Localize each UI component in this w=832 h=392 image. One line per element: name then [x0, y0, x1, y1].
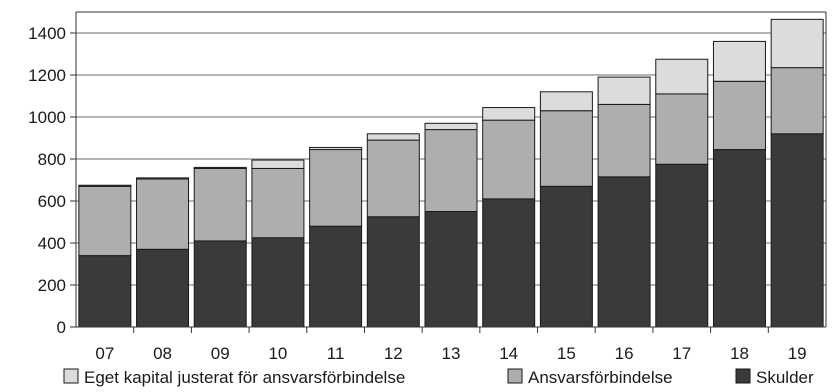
legend: Eget kapital justerat för ansvarsförbind… [63, 368, 814, 387]
bar-segment [136, 178, 190, 250]
x-tick-label: 17 [672, 344, 691, 363]
bars [78, 18, 824, 328]
y-tick-label: 800 [38, 150, 66, 169]
x-tick-label: 19 [788, 344, 807, 363]
x-tick-label: 12 [384, 344, 403, 363]
y-tick-label: 1200 [28, 66, 66, 85]
legend-label: Ansvarsförbindelse [528, 368, 673, 387]
legend-swatch [63, 368, 79, 384]
x-tick-label: 08 [153, 344, 172, 363]
bar-segment [251, 237, 305, 328]
bar-segment [78, 255, 132, 328]
bar-segment [366, 133, 420, 141]
bar-segment [655, 93, 709, 165]
bar-segment [770, 67, 824, 135]
bar-segment [597, 103, 651, 178]
bar-segment [193, 167, 247, 242]
bar-segment [655, 163, 709, 328]
bar-segment [539, 110, 593, 187]
legend-label: Skulder [756, 368, 814, 387]
y-tick-label: 600 [38, 192, 66, 211]
bar-segment [482, 198, 536, 328]
x-tick-label: 11 [327, 344, 345, 363]
y-tick-labels: 0 200 400 600 800 1000 1200 1400 [28, 24, 66, 337]
bar-segment [309, 146, 363, 151]
bar-segment [597, 176, 651, 328]
x-tick-labels: 07 08 09 10 11 12 13 14 15 16 17 18 19 [95, 344, 806, 363]
bar-segment [366, 139, 420, 218]
x-tick-label: 09 [211, 344, 230, 363]
bar-segment [424, 211, 478, 328]
bar-segment [78, 184, 132, 187]
bar-segment [539, 91, 593, 112]
y-tick-label: 1400 [28, 24, 66, 43]
bar-segment [712, 149, 766, 328]
bar-segment [770, 18, 824, 69]
axes [70, 11, 827, 333]
bar-segment [539, 185, 593, 328]
bar-segment [309, 225, 363, 328]
y-tick-label: 0 [57, 318, 66, 337]
bar-segment [482, 119, 536, 200]
bar-segment [424, 129, 478, 213]
bar-segment [712, 80, 766, 151]
x-tick-label: 16 [615, 344, 634, 363]
bar-segment [136, 177, 190, 180]
x-tick-label: 14 [499, 344, 518, 363]
x-tick-label: 13 [442, 344, 461, 363]
x-tick-label: 10 [268, 344, 287, 363]
legend-swatch [735, 368, 751, 384]
bar-segment [482, 107, 536, 121]
bar-segment [309, 149, 363, 227]
bar-segment [193, 240, 247, 328]
legend-swatch [507, 368, 523, 384]
bar-segment [78, 185, 132, 257]
y-tick-label: 400 [38, 234, 66, 253]
bar-segment [712, 40, 766, 82]
x-tick-label: 18 [730, 344, 749, 363]
bar-segment [193, 166, 247, 169]
y-tick-label: 1000 [28, 108, 66, 127]
x-tick-label: 15 [557, 344, 576, 363]
bar-segment [424, 122, 478, 131]
x-tick-label: 07 [95, 344, 114, 363]
bar-segment [251, 167, 305, 239]
bar-segment [251, 159, 305, 169]
bar-segment [136, 248, 190, 328]
bar-segment [770, 133, 824, 328]
bar-segment [366, 216, 420, 328]
legend-label: Eget kapital justerat för ansvarsförbind… [84, 368, 405, 387]
bar-segment [655, 58, 709, 95]
y-tick-label: 200 [38, 276, 66, 295]
bar-segment [597, 76, 651, 105]
